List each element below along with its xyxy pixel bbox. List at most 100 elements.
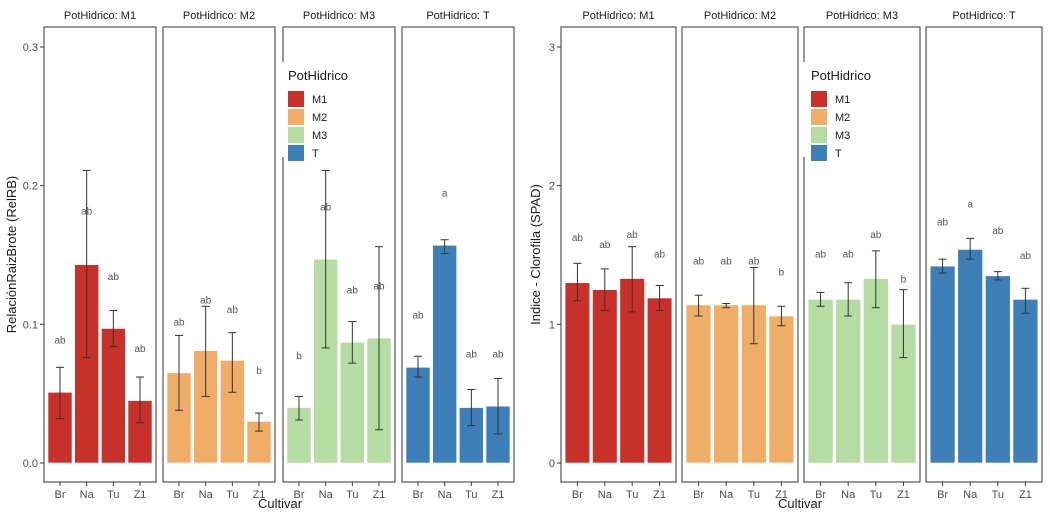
significance-letter: ab — [815, 250, 827, 261]
x-tick-label: Na — [199, 489, 214, 501]
significance-letter: ab — [200, 295, 212, 306]
significance-letter: ab — [227, 305, 239, 316]
significance-letter: ab — [693, 257, 705, 268]
x-tick-label: Z1 — [775, 489, 788, 501]
bar — [768, 315, 795, 464]
y-axis-title: Indice - Clorofila (SPAD) — [528, 184, 543, 325]
facet-m2: PotHidrico: M2 ab Br ab Na ab Tu b Z1 — [681, 10, 799, 501]
legend-title: PotHidrico — [811, 68, 871, 83]
significance-letter: b — [901, 275, 907, 286]
x-tick-label: Na — [598, 489, 613, 501]
x-tick-label: Z1 — [373, 489, 386, 501]
legend-label: M3 — [835, 130, 850, 142]
legend: PotHidrico M1 M2 M3 T — [803, 62, 903, 161]
significance-letter: ab — [466, 349, 478, 360]
legend-swatch-m2 — [811, 109, 827, 125]
x-tick-label: Br — [174, 489, 185, 501]
panel-frame — [162, 26, 276, 483]
bar — [863, 278, 889, 464]
legend-swatch-t — [811, 145, 827, 161]
significance-letter: b — [296, 351, 302, 362]
x-axis-title: Cultivar — [258, 496, 303, 511]
y-tick-label: 0 — [549, 458, 555, 470]
bar — [592, 289, 618, 464]
x-tick-label: Tu — [346, 489, 358, 501]
significance-letter: ab — [599, 240, 611, 251]
x-tick-label: Tu — [626, 489, 638, 501]
x-tick-label: Z1 — [1019, 489, 1032, 501]
x-tick-label: Br — [55, 489, 66, 501]
x-tick-label: Br — [294, 489, 305, 501]
facet-m1: PotHidrico: M1 ab Br ab Na ab Tu ab Z1 — [43, 10, 157, 501]
facet-strip-label: PotHidrico: M2 — [704, 10, 776, 22]
facet-m3: PotHidrico: M3 ab Br ab Na ab Tu b Z1 — [803, 10, 921, 501]
x-tick-label: Z1 — [253, 489, 266, 501]
bar — [646, 297, 673, 464]
panel-frame — [560, 26, 677, 483]
bar — [101, 328, 126, 464]
significance-letter: ab — [937, 218, 949, 229]
significance-letter: ab — [1020, 251, 1032, 262]
bar — [985, 275, 1011, 464]
x-tick-label: Tu — [870, 489, 882, 501]
bar — [929, 265, 956, 464]
significance-letter: ab — [654, 250, 666, 261]
significance-letter: b — [256, 366, 262, 377]
x-tick-label: Tu — [992, 489, 1004, 501]
facet-m2: PotHidrico: M2 ab Br ab Na ab Tu b Z1 — [162, 10, 276, 501]
y-tick-label: 2 — [549, 181, 555, 193]
facet-strip-label: PotHidrico: T — [426, 10, 490, 22]
legend-swatch-m2 — [288, 109, 304, 125]
significance-letter: ab — [108, 272, 120, 283]
bar — [713, 304, 739, 464]
x-tick-label: Z1 — [492, 489, 505, 501]
bar — [564, 282, 591, 464]
x-tick-label: Z1 — [653, 489, 666, 501]
y-tick-label: 1 — [549, 319, 555, 331]
x-tick-label: Na — [963, 489, 978, 501]
significance-letter: ab — [492, 349, 504, 360]
significance-letter: ab — [627, 230, 639, 241]
facet-strip-label: PotHidrico: M3 — [303, 10, 375, 22]
legend-swatch-m3 — [811, 127, 827, 143]
bar — [835, 299, 861, 464]
legend-swatch-t — [288, 145, 304, 161]
x-tick-label: Br — [937, 489, 948, 501]
legend-label: T — [835, 148, 842, 160]
significance-letter: ab — [54, 336, 66, 347]
bar — [405, 367, 431, 464]
panel-frame — [681, 26, 799, 483]
significance-letter: ab — [134, 344, 146, 355]
significance-letter: ab — [173, 318, 185, 329]
legend-swatch-m1 — [811, 91, 827, 107]
facet-t: PotHidrico: T ab Br a Na ab Tu ab Z1 — [925, 10, 1043, 501]
x-tick-label: Na — [841, 489, 856, 501]
bar — [807, 299, 834, 464]
facet-t: PotHidrico: T ab Br a Na ab Tu ab Z1 — [401, 10, 515, 501]
legend-label: M3 — [312, 130, 327, 142]
y-tick-label: 3 — [549, 42, 555, 54]
facet-strip-label: PotHidrico: M3 — [826, 10, 898, 22]
legend-label: T — [312, 148, 319, 160]
facet-strip-label: PotHidrico: M1 — [64, 10, 136, 22]
y-tick-label: 0.0 — [23, 458, 38, 470]
significance-letter: ab — [870, 230, 882, 241]
significance-letter: ab — [373, 282, 385, 293]
y-tick-label: 0.3 — [23, 42, 38, 54]
bar — [685, 304, 712, 464]
legend-title: PotHidrico — [288, 68, 348, 83]
x-tick-label: Br — [815, 489, 826, 501]
y-tick-label: 0.2 — [23, 181, 38, 193]
legend-label: M2 — [835, 112, 850, 124]
x-tick-label: Z1 — [134, 489, 147, 501]
x-tick-label: Br — [693, 489, 704, 501]
panel-frame — [803, 26, 921, 483]
significance-letter: ab — [412, 311, 424, 322]
significance-letter: ab — [721, 257, 733, 268]
chart-relrb: 0.0 0.1 0.2 0.3 RelaciónRaizBrote (RelRB) Cul… — [4, 10, 515, 511]
facet-m1: PotHidrico: M1 ab Br ab Na ab Tu ab Z1 — [560, 10, 677, 501]
y-axis-title: RelaciónRaizBrote (RelRB) — [4, 176, 19, 334]
x-tick-label: Na — [319, 489, 334, 501]
x-tick-label: Na — [719, 489, 734, 501]
